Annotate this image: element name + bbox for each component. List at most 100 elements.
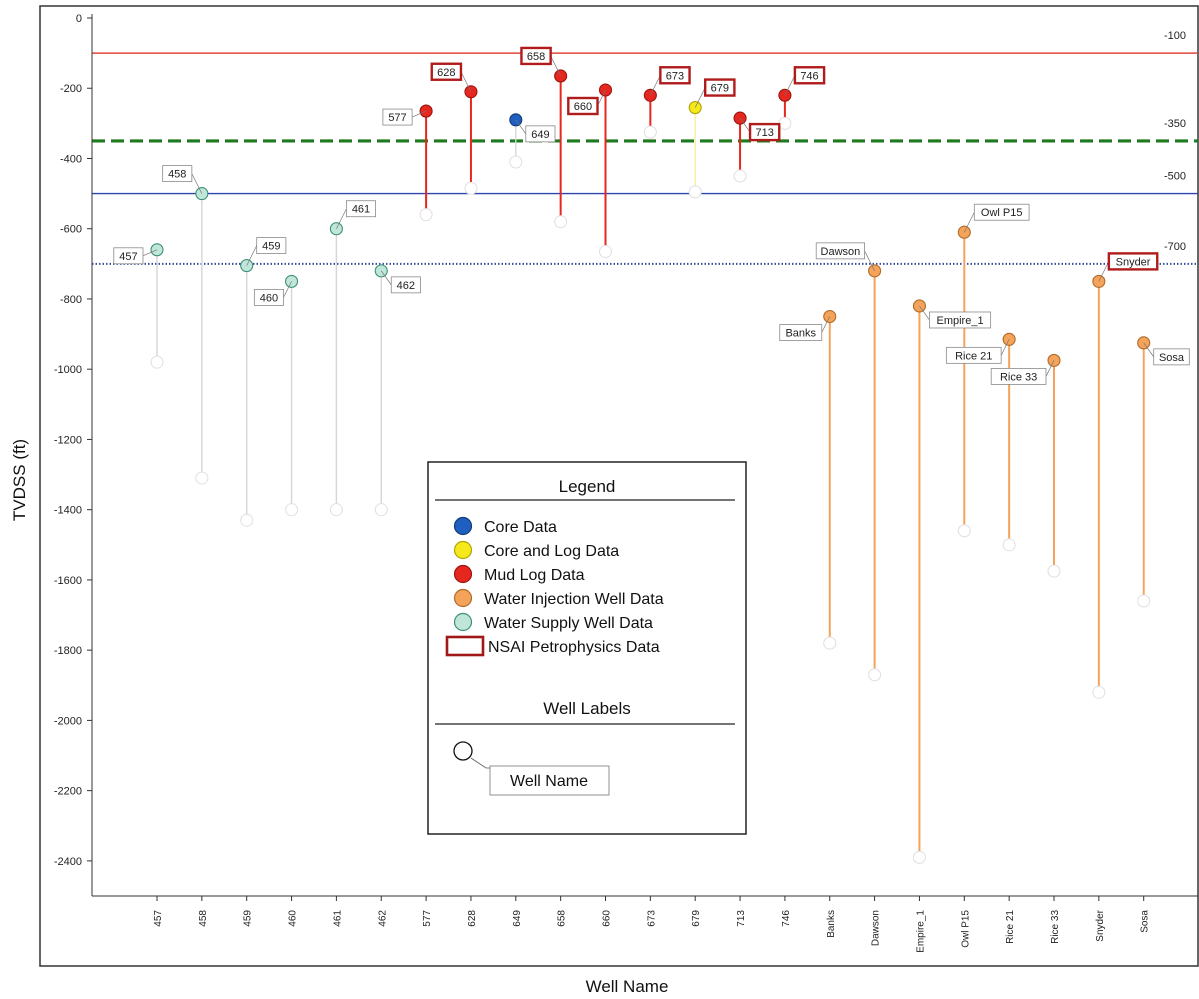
well-label-leader xyxy=(1045,360,1055,377)
well-bottom-marker xyxy=(1137,594,1151,608)
well-label: Rice 33 xyxy=(1000,371,1037,383)
legend-sample-label: Well Name xyxy=(510,773,588,790)
legend-title: Legend xyxy=(559,477,616,496)
y-tick-label: -2400 xyxy=(54,856,82,868)
x-tick-label: Banks xyxy=(826,910,837,938)
legend-item-label: Water Injection Well Data xyxy=(484,591,664,608)
well-label: 577 xyxy=(388,112,406,124)
x-tick-label: Dawson xyxy=(871,910,882,946)
well-label: 746 xyxy=(800,70,818,82)
well-label-leader xyxy=(919,305,930,321)
well-label-box xyxy=(793,66,826,85)
well-label: 628 xyxy=(437,67,455,79)
well-bottom-marker xyxy=(419,208,433,222)
well-label-leader xyxy=(1143,342,1154,358)
well-label-leader xyxy=(1098,261,1110,282)
x-tick-label: 577 xyxy=(422,910,433,927)
well-label: Snyder xyxy=(1116,256,1151,268)
well-bottom-marker xyxy=(150,355,164,369)
legend-sample-label-box xyxy=(489,765,610,796)
well-bottom-marker xyxy=(509,155,523,169)
reference-line-label: -350 xyxy=(1164,118,1186,130)
well-label: 462 xyxy=(397,280,415,292)
well-label: 673 xyxy=(666,70,684,82)
legend-sample-marker xyxy=(453,741,473,761)
well-label-leader xyxy=(821,316,831,333)
x-tick-label: 462 xyxy=(377,910,388,927)
y-tick-label: -200 xyxy=(60,83,82,95)
y-axis-title: TVDSS (ft) xyxy=(10,439,29,521)
legend-item-marker xyxy=(453,516,473,536)
well-bottom-marker xyxy=(554,215,568,229)
x-tick-label: 649 xyxy=(512,910,523,927)
well-label-leader xyxy=(550,55,561,77)
well-bottom-marker xyxy=(778,116,792,130)
well-label-box xyxy=(1153,348,1190,366)
y-tick-label: -1600 xyxy=(54,575,82,587)
well-bottom-marker xyxy=(688,185,702,199)
well-bottom-marker xyxy=(599,245,612,259)
well-label-box xyxy=(390,276,421,294)
x-tick-label: 673 xyxy=(646,910,657,927)
y-tick-label: -1000 xyxy=(54,364,82,376)
well-label: Empire_1 xyxy=(937,315,984,327)
well-labels: 457 458 459 460 461 462 577 628 649 658 660 673 679 7… xyxy=(113,46,1190,385)
x-tick-label: Empire_1 xyxy=(915,910,926,953)
well-label-box xyxy=(162,165,193,183)
well-label-leader xyxy=(246,245,258,266)
well-label-box xyxy=(430,62,463,81)
well-label-box xyxy=(345,200,376,218)
well-label-leader xyxy=(739,117,751,133)
y-tick-label: -2200 xyxy=(54,786,82,798)
legend-item-label: Water Supply Well Data xyxy=(484,615,653,632)
well-label: Banks xyxy=(785,328,816,340)
legend-item-marker xyxy=(453,588,473,608)
x-tick-label: Rice 21 xyxy=(1005,910,1016,944)
well-label-box xyxy=(779,324,823,341)
x-tick-label: Snyder xyxy=(1095,909,1106,941)
legend-item-label: Mud Log Data xyxy=(484,567,585,584)
well-label: 459 xyxy=(262,241,280,253)
x-tick-label: 460 xyxy=(288,910,299,927)
well-label-box xyxy=(113,247,144,265)
x-tick-label: 458 xyxy=(198,910,209,927)
well-label-leader xyxy=(1000,339,1010,356)
x-tick-label: 660 xyxy=(602,910,613,927)
y-tick-label: 0 xyxy=(76,13,82,25)
well-bottom-marker xyxy=(912,850,926,864)
x-axis-title: Well Name xyxy=(586,977,669,996)
well-label-box xyxy=(990,368,1047,385)
well-bottom-marker xyxy=(643,125,657,139)
well-label-box xyxy=(815,242,866,260)
well-label-box xyxy=(945,346,1002,364)
x-tick-label: 459 xyxy=(243,910,254,927)
well-label: 660 xyxy=(574,101,592,113)
well-bottom-marker xyxy=(240,513,254,527)
y-tick-label: -1400 xyxy=(54,505,82,517)
well-bottom-marker xyxy=(868,668,882,682)
x-tick-label: 628 xyxy=(467,910,478,927)
legend-item-label: Core Data xyxy=(484,519,557,536)
well-label-leader xyxy=(515,119,527,135)
well-label-box xyxy=(253,288,284,306)
legend: Legend Core Data Core and Log Data Mud Log… xyxy=(427,461,747,835)
legend-item-marker xyxy=(453,540,473,560)
x-tick-label: 679 xyxy=(691,910,702,927)
well-label-box xyxy=(659,66,691,85)
y-tick-label: -600 xyxy=(60,224,82,236)
reference-lines: -100 -350 -500 -700 xyxy=(92,30,1198,265)
well-label: 458 xyxy=(168,169,186,181)
axes: 0 -200 -400 -600 -800 -1000 -1200 -1400 -1600 -18… xyxy=(54,13,1198,953)
well-label-leader xyxy=(963,212,975,233)
well-label: 461 xyxy=(352,204,370,216)
well-label-leader xyxy=(380,270,392,286)
well-label-box xyxy=(520,46,552,66)
well-label-leader xyxy=(597,89,606,107)
x-tick-label: 457 xyxy=(153,910,164,927)
well-label: Dawson xyxy=(821,246,861,258)
legend-subtitle: Well Labels xyxy=(543,699,631,718)
chart-frame xyxy=(39,5,1199,967)
legend-nsai-box xyxy=(445,635,485,657)
well-bottom-marker xyxy=(1002,538,1016,552)
well-label-leader xyxy=(411,110,427,118)
